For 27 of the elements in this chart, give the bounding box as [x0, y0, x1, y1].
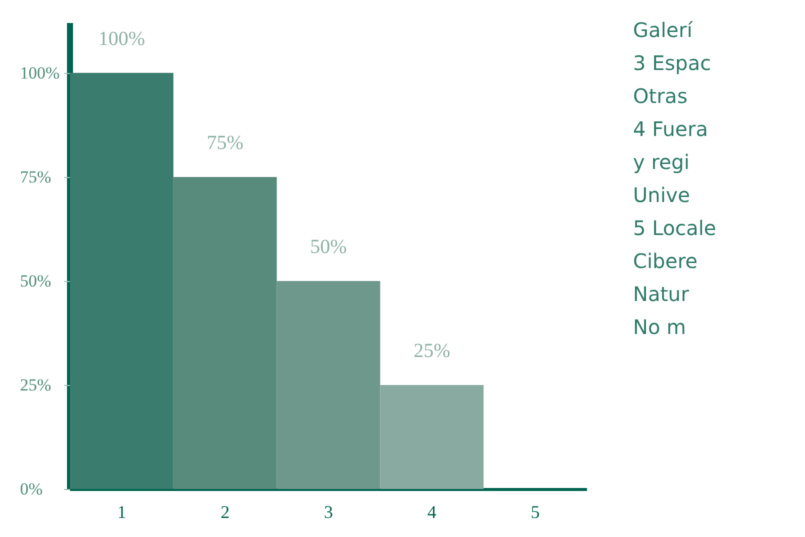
x-tick-label: 1 [117, 502, 126, 522]
y-tick-label: 25% [20, 375, 52, 394]
text: No m [633, 315, 686, 339]
x-tick-label: 2 [220, 502, 230, 522]
bar [276, 280, 380, 489]
data-label: 100% [98, 28, 146, 50]
data-label: 25% [414, 340, 450, 362]
bar [380, 384, 484, 489]
x-tick-label: 4 [427, 502, 436, 522]
text: 4 Fuera [633, 117, 708, 141]
x-tick-label: 5 [530, 502, 540, 522]
y-tick-label: 100% [20, 63, 60, 82]
text: 3 Espac [633, 51, 712, 75]
text: Otras [633, 84, 688, 108]
data-label: 75% [206, 132, 244, 154]
y-tick-label: 50% [20, 271, 52, 290]
text: Natur [633, 282, 690, 306]
x-tick-label: 3 [324, 502, 333, 522]
bar [173, 176, 277, 489]
y-tick-label: 75% [20, 167, 52, 186]
y-tick-label: 0% [20, 480, 43, 498]
text: 5 Locale [633, 216, 716, 240]
data-label: 50% [310, 236, 347, 258]
text: Galerí [633, 18, 694, 42]
text: Unive [633, 183, 690, 207]
text: y regi [633, 150, 690, 174]
text: Cibere [633, 249, 698, 273]
